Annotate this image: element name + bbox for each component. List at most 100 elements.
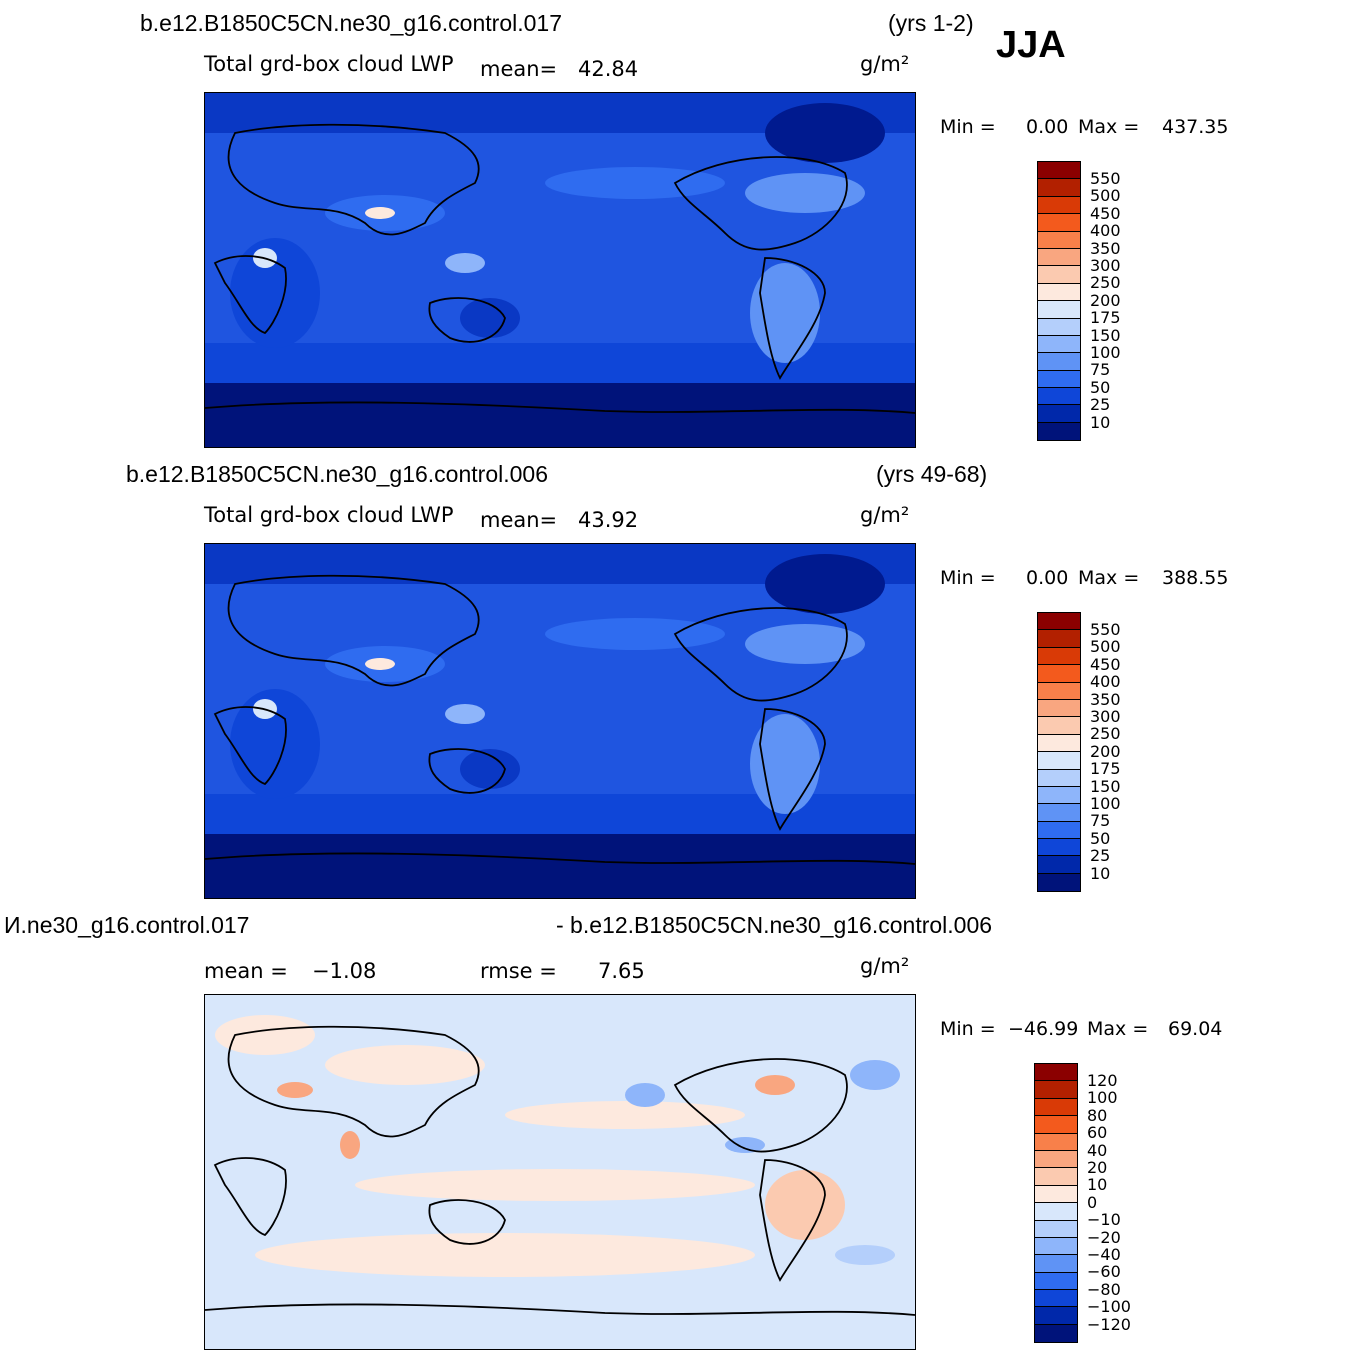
diff-colorbar-swatch	[1035, 1064, 1077, 1082]
diff-colorbar-swatch	[1035, 1150, 1077, 1169]
panel1-colorbar-level-label: 500	[1090, 186, 1121, 206]
diff-colorbar-level-label: 0	[1087, 1192, 1098, 1212]
diff-colorbar-swatch	[1035, 1168, 1077, 1186]
panel2-colorbar-level-label: 200	[1090, 741, 1121, 761]
panel1-case-title: b.e12.B1850C5CN.ne30_g16.control.017	[140, 10, 562, 36]
diff-colorbar-level-label: −20	[1087, 1227, 1121, 1247]
panel2-colorbar-level-label: 50	[1090, 828, 1111, 848]
panel2-variable: Total grd-box cloud LWP	[204, 503, 454, 527]
diff-colorbar-level-label: 20	[1087, 1157, 1108, 1177]
diff-left-title: И.ne30_g16.control.017	[4, 912, 250, 938]
panel1-years: (yrs 1-2)	[888, 10, 974, 36]
diff-colorbar-level-label: −120	[1087, 1314, 1131, 1334]
panel1-colorbar-swatch	[1038, 179, 1080, 197]
panel1-colorbar-level-label: 400	[1090, 221, 1121, 241]
panel1-colorbar-swatch	[1038, 196, 1080, 215]
panel1-min-value: 0.00	[1026, 116, 1069, 138]
diff-rmse-value: 7.65	[598, 959, 645, 983]
diff-colorbar-level-label: 40	[1087, 1140, 1108, 1160]
diff-colorbar-level-label: 100	[1087, 1088, 1118, 1108]
diff-colorbar-swatch	[1035, 1133, 1077, 1151]
panel1-colorbar-swatch	[1038, 248, 1080, 267]
panel2-colorbar-swatch	[1038, 613, 1080, 631]
panel1-units: g/m²	[860, 52, 910, 76]
panel2-case-title: b.e12.B1850C5CN.ne30_g16.control.006	[126, 461, 548, 487]
panel1-map	[204, 92, 916, 448]
panel2-colorbar-swatch	[1038, 682, 1080, 700]
panel2-colorbar-level-label: 300	[1090, 706, 1121, 726]
diff-colorbar-swatch	[1035, 1081, 1077, 1099]
panel1-mean-label: mean=	[480, 57, 558, 81]
panel2-colorbar-swatch	[1038, 665, 1080, 683]
diff-colorbar-level-label: 120	[1087, 1070, 1118, 1090]
panel2-colorbar-level-label: 450	[1090, 654, 1121, 674]
panel2-colorbar-level-label: 25	[1090, 846, 1111, 866]
panel1-colorbar-swatch	[1038, 162, 1080, 180]
diff-mean-label: mean =	[204, 959, 288, 983]
panel2-mean-value: 43.92	[578, 508, 639, 532]
diff-colorbar-level-label: −10	[1087, 1210, 1121, 1230]
panel2-colorbar-level-label: 400	[1090, 672, 1121, 692]
diff-colorbar-swatch	[1035, 1203, 1077, 1221]
diff-colorbar-swatch	[1035, 1272, 1077, 1291]
panel2-colorbar	[1037, 612, 1081, 893]
panel2-years: (yrs 49-68)	[876, 461, 988, 487]
panel2-colorbar-swatch	[1038, 856, 1080, 874]
panel2-colorbar-swatch	[1038, 647, 1080, 666]
panel1-colorbar-level-label: 450	[1090, 203, 1121, 223]
season-label: JJA	[996, 24, 1066, 66]
panel1-colorbar-level-label: 175	[1090, 308, 1121, 328]
panel2-min-value: 0.00	[1026, 567, 1069, 589]
panel1-min-label: Min =	[940, 116, 996, 138]
panel2-colorbar-level-label: 550	[1090, 619, 1121, 639]
panel2-colorbar-swatch	[1038, 769, 1080, 787]
panel2-colorbar-swatch	[1038, 752, 1080, 770]
panel1-colorbar-level-label: 100	[1090, 342, 1121, 362]
panel1-colorbar-swatch	[1038, 214, 1080, 232]
diff-colorbar-level-label: −40	[1087, 1244, 1121, 1264]
panel2-colorbar-level-label: 150	[1090, 776, 1121, 796]
panel2-min-label: Min =	[940, 567, 996, 589]
diff-colorbar-level-label: 10	[1087, 1175, 1108, 1195]
panel1-colorbar-level-label: 25	[1090, 395, 1111, 415]
panel2-max-label: Max =	[1078, 567, 1140, 589]
panel1-colorbar-swatch	[1038, 370, 1080, 389]
diff-colorbar-swatch	[1035, 1116, 1077, 1134]
panel2-colorbar-level-label: 175	[1090, 759, 1121, 779]
panel1-colorbar-level-label: 200	[1090, 290, 1121, 310]
panel1-mean-value: 42.84	[578, 57, 639, 81]
panel1-colorbar-swatch	[1038, 353, 1080, 371]
panel1-colorbar-swatch	[1038, 388, 1080, 406]
diff-colorbar	[1034, 1063, 1078, 1344]
panel2-colorbar-level-label: 350	[1090, 689, 1121, 709]
panel2-mean-label: mean=	[480, 508, 558, 532]
diff-map	[204, 994, 916, 1350]
panel1-colorbar-swatch	[1038, 335, 1080, 354]
panel2-colorbar-swatch	[1038, 804, 1080, 822]
panel1-colorbar	[1037, 161, 1081, 442]
panel2-colorbar-swatch	[1038, 699, 1080, 718]
diff-max-value: 69.04	[1168, 1018, 1223, 1040]
panel2-colorbar-level-label: 100	[1090, 793, 1121, 813]
panel1-colorbar-level-label: 10	[1090, 412, 1111, 432]
diff-colorbar-level-label: −60	[1087, 1262, 1121, 1282]
panel2-colorbar-swatch	[1038, 839, 1080, 857]
diff-colorbar-swatch	[1035, 1220, 1077, 1238]
diff-max-label: Max =	[1087, 1018, 1149, 1040]
panel2-units: g/m²	[860, 503, 910, 527]
panel1-colorbar-level-label: 50	[1090, 377, 1111, 397]
panel1-colorbar-level-label: 550	[1090, 168, 1121, 188]
diff-colorbar-level-label: 80	[1087, 1105, 1108, 1125]
diff-colorbar-swatch	[1035, 1185, 1077, 1204]
panel1-colorbar-swatch	[1038, 301, 1080, 319]
panel1-colorbar-swatch	[1038, 283, 1080, 302]
panel1-colorbar-level-label: 150	[1090, 325, 1121, 345]
diff-rmse-label: rmse =	[480, 959, 557, 983]
panel1-max-label: Max =	[1078, 116, 1140, 138]
diff-colorbar-swatch	[1035, 1237, 1077, 1256]
diff-min-label: Min =	[940, 1018, 996, 1040]
panel1-colorbar-swatch	[1038, 422, 1080, 441]
panel2-max-value: 388.55	[1162, 567, 1229, 589]
panel1-colorbar-swatch	[1038, 231, 1080, 249]
panel1-colorbar-level-label: 75	[1090, 360, 1111, 380]
